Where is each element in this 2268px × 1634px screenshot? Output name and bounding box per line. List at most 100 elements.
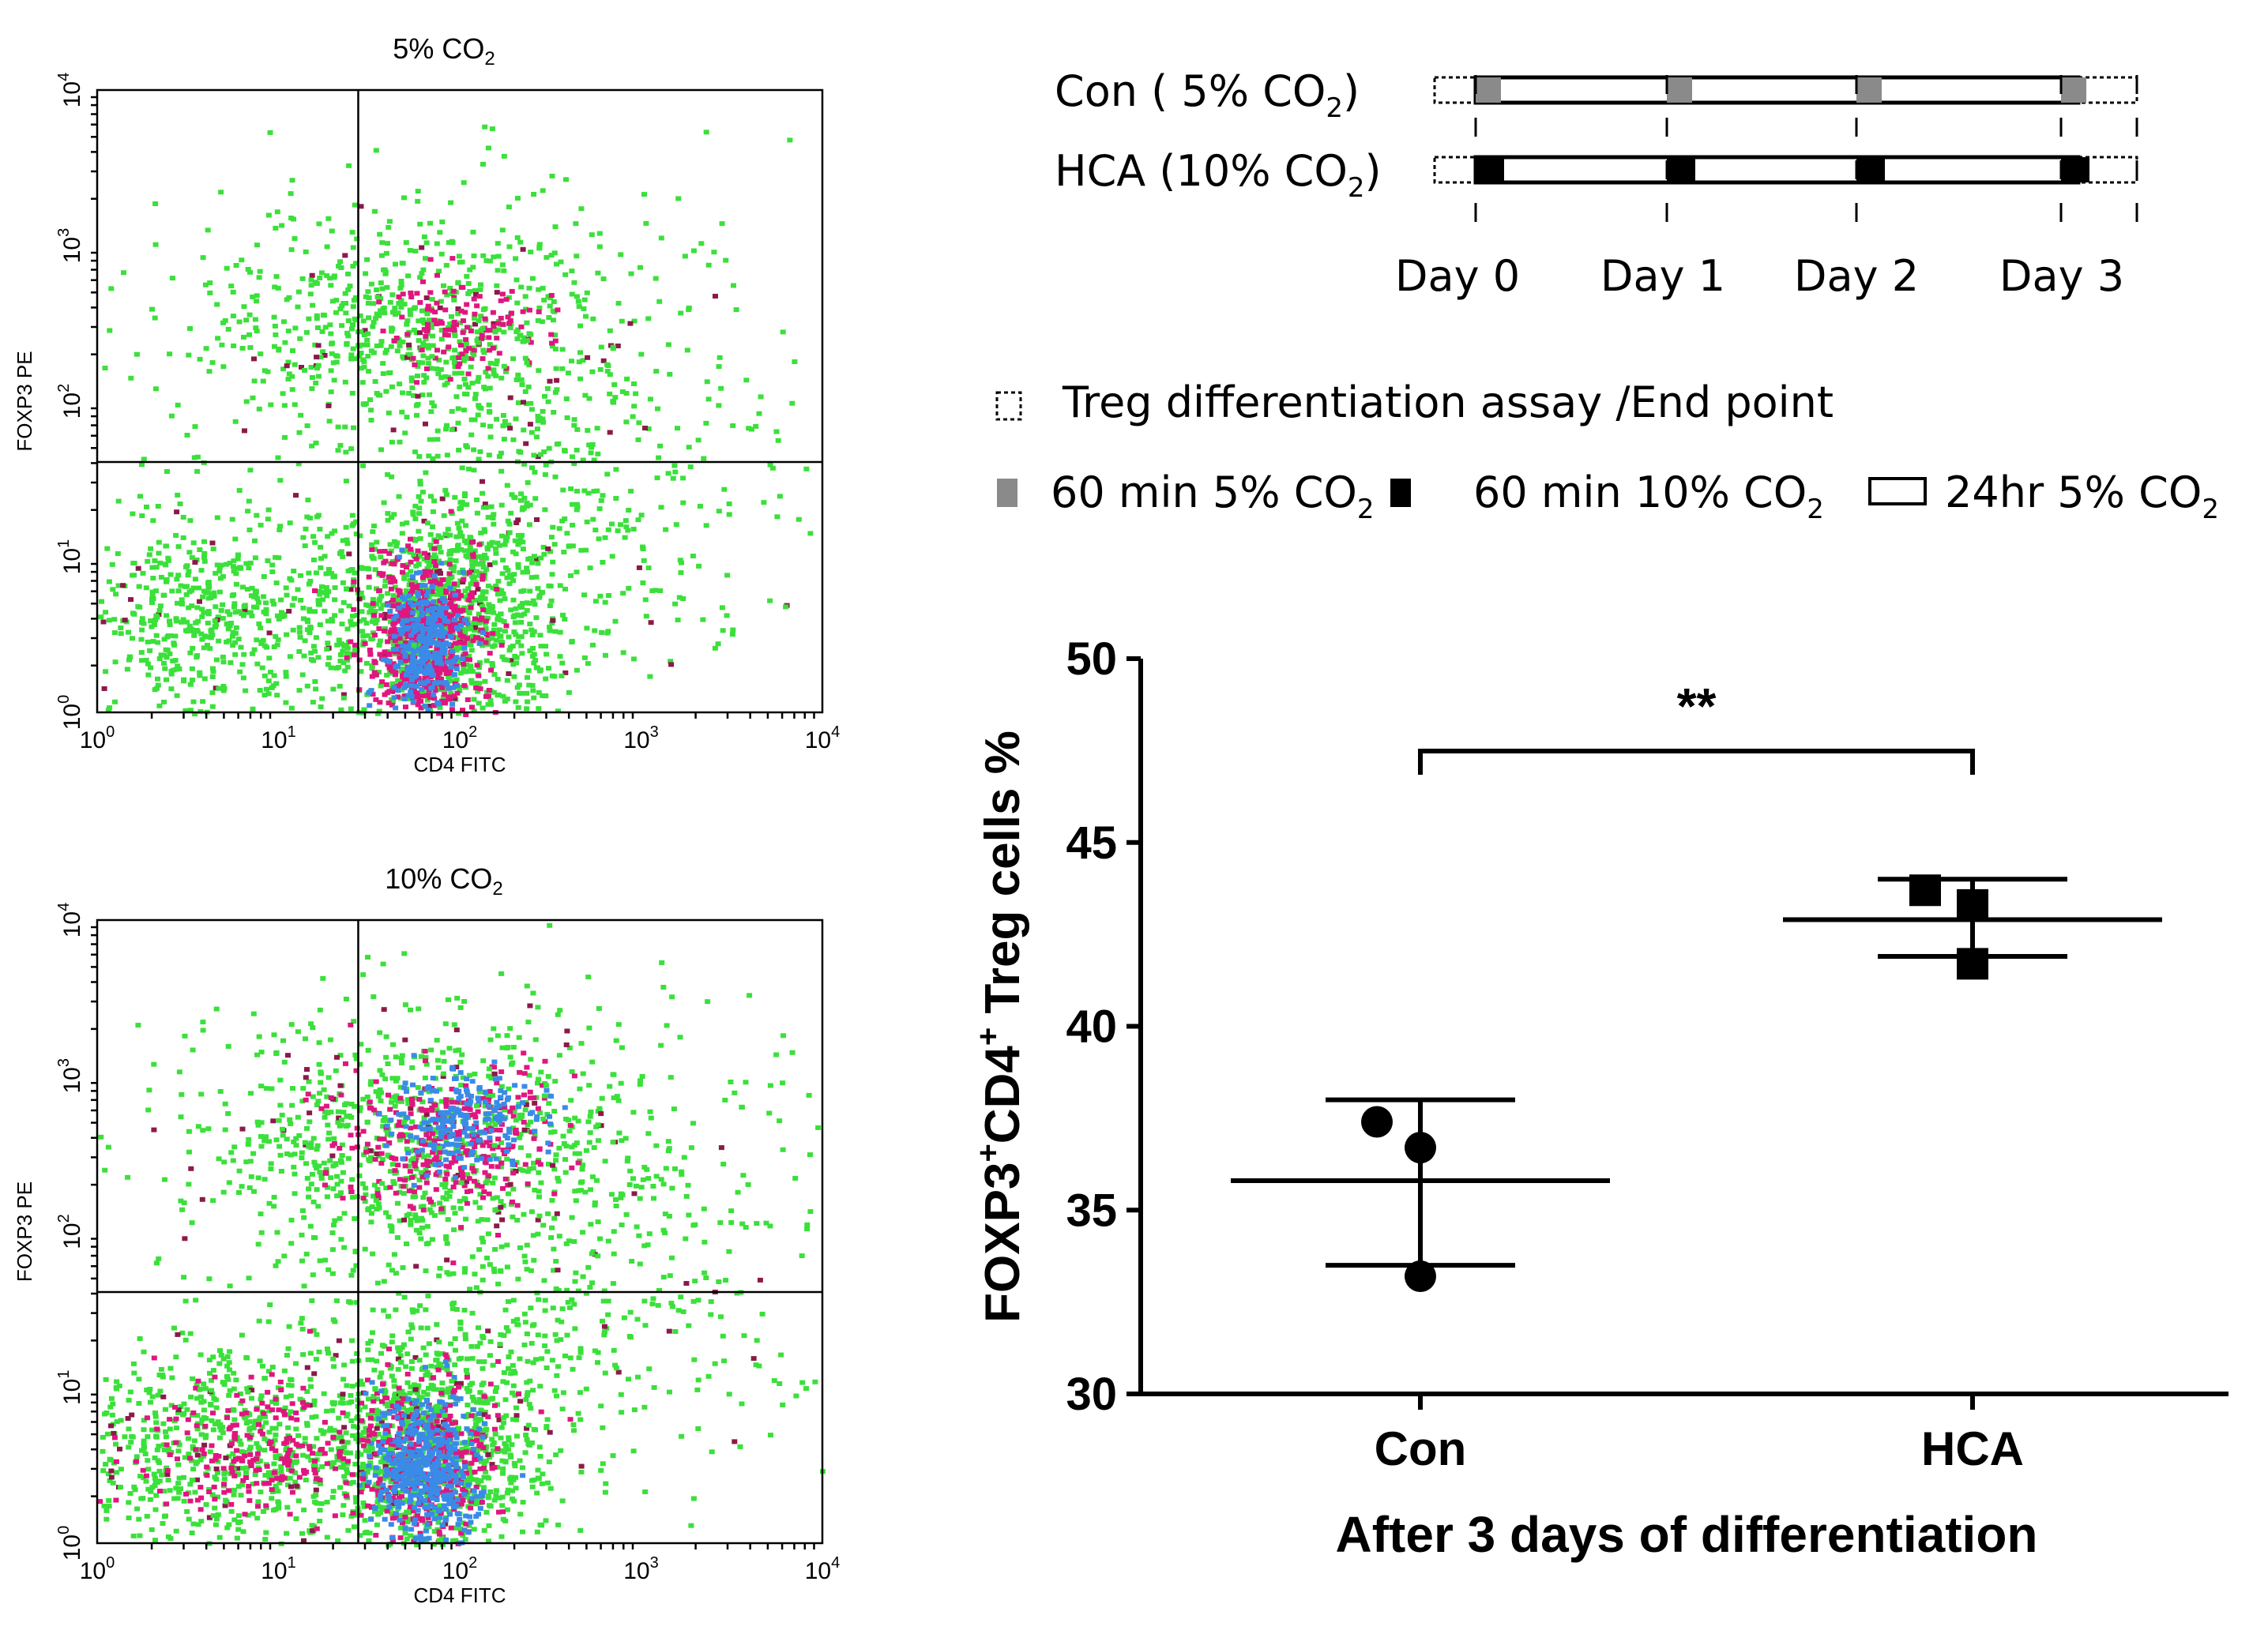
event-dot [552,338,559,344]
event-dot [235,1466,240,1471]
event-dot [224,639,230,644]
event-dot [360,1500,367,1505]
event-dot [396,294,402,299]
event-dot [560,487,566,493]
event-dot [216,1435,223,1441]
event-dot [486,453,492,458]
event-dot [686,445,692,450]
event-dot [180,514,186,520]
event-dot [231,1386,237,1392]
event-dot [153,633,160,638]
event-dot [574,294,580,299]
event-dot [201,1442,208,1448]
event-dot [723,257,729,263]
event-dot [152,1479,159,1484]
event-dot [329,1428,336,1433]
event-dot [404,618,410,624]
event-dot [407,599,413,605]
event-dot [213,686,219,691]
event-dot [398,631,404,637]
event-dot [487,258,493,264]
event-dot [317,527,323,532]
event-dot [374,1500,381,1505]
event-dot [141,1475,147,1481]
event-dot [112,659,118,665]
event-dot [442,692,448,697]
event-dot [641,558,647,563]
event-dot [419,693,425,699]
event-dot [182,1298,189,1304]
event-dot [420,267,427,272]
event-dot [414,677,419,682]
event-dot [493,550,499,556]
event-dot [537,452,543,457]
event-dot [262,1473,269,1478]
event-dot [344,587,350,592]
event-dot [425,707,431,712]
event-dot [430,343,436,348]
event-dot [438,605,445,610]
event-dot [315,343,322,348]
event-dot [491,610,497,615]
event-dot [498,1425,505,1430]
event-dot [604,630,611,636]
event-dot [308,650,314,655]
event-dot [423,1418,430,1424]
event-dot [663,527,669,532]
event-dot [324,593,330,599]
event-dot [197,1394,204,1399]
event-dot [306,570,312,576]
event-dot [152,588,159,594]
event-dot [310,534,317,539]
event-dot [215,336,221,341]
event-dot [333,298,340,303]
event-dot [298,412,304,418]
event-dot [445,619,451,624]
event-dot [521,339,527,344]
event-dot [463,348,469,354]
event-dot [408,1407,414,1413]
event-dot [589,369,596,374]
event-dot [532,658,539,663]
event-dot [569,638,575,644]
event-dot [678,570,684,576]
event-dot [514,235,521,240]
event-dot [329,340,336,346]
event-dot [548,293,555,298]
event-dot [137,1474,144,1479]
event-dot [459,518,465,524]
event-dot [174,509,180,515]
event-dot [230,289,236,295]
event-dot [345,287,352,292]
event-dot [604,362,611,367]
event-dot [542,393,547,399]
event-dot [369,542,375,547]
event-dot [451,595,457,601]
event-dot [367,703,373,708]
event-dot [145,1458,151,1463]
event-dot [261,643,268,648]
event-dot [415,548,421,554]
event-dot [419,623,424,628]
event-dot [382,1401,389,1407]
event-dot [373,672,379,678]
event-dot [595,270,601,276]
event-dot [278,610,284,615]
event-dot [438,680,444,686]
event-dot [135,604,141,610]
event-dot [619,389,626,394]
event-dot [431,573,438,579]
event-dot [541,298,547,302]
event-dot [344,664,351,670]
event-dot [152,618,159,623]
event-dot [250,395,256,400]
event-dot [255,1444,261,1450]
event-dot [472,396,478,401]
event-dot [366,1538,372,1543]
event-dot [207,646,213,652]
event-dot [718,385,724,391]
event-dot [487,342,493,347]
event-dot [197,599,202,604]
event-dot [420,639,426,644]
event-dot [495,254,502,259]
